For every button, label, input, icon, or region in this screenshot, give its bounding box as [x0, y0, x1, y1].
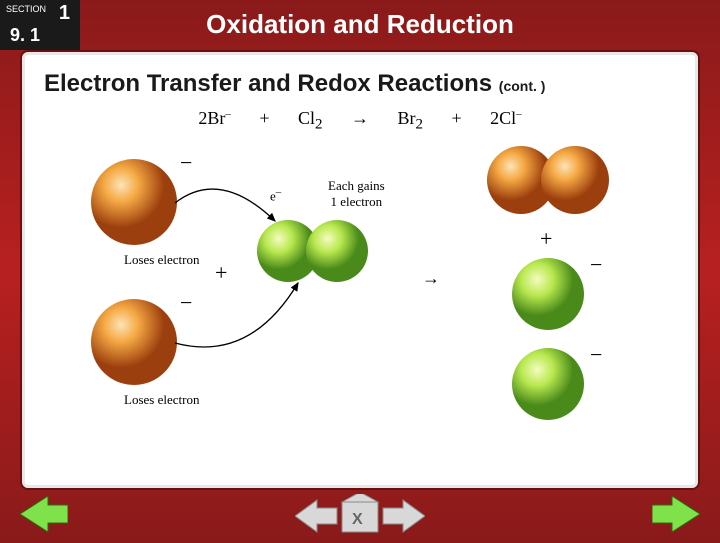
- eq-reactant1: 2Br: [198, 108, 225, 128]
- section-number-bottom: 9. 1: [10, 25, 40, 46]
- bromide-ion-2: [90, 298, 178, 386]
- eq-arrow: →: [351, 108, 369, 129]
- bromine-molecule: [485, 144, 615, 216]
- eq-r1-sup: –: [225, 108, 231, 120]
- bromide-ion-1: [90, 158, 178, 246]
- loses-label-1: Loses electron: [124, 252, 199, 268]
- chemical-equation: 2Br– + Cl2 → Br2 + 2Cl–: [90, 108, 630, 134]
- eq-product1: Br: [398, 108, 416, 128]
- page-title: Oxidation and Reduction: [0, 0, 720, 50]
- electron-label: e–: [270, 186, 281, 204]
- subtitle-main: Electron Transfer and Redox Reactions: [44, 70, 499, 97]
- eq-p1-sub: 2: [416, 117, 424, 133]
- charge-minus-3: −: [590, 252, 602, 278]
- eq-p2-sup: –: [516, 108, 522, 120]
- reaction-arrow-small: →: [422, 268, 440, 289]
- charge-minus-4: −: [590, 342, 602, 368]
- chlorine-molecule: [255, 218, 375, 284]
- plus-sign-left: +: [215, 260, 227, 286]
- loses-label-2: Loses electron: [124, 392, 199, 408]
- chloride-ion-1: [510, 256, 586, 332]
- section-badge: SECTION 1 9. 1: [0, 0, 80, 50]
- content-card: Electron Transfer and Redox Reactions (c…: [20, 50, 700, 490]
- charge-minus-1: −: [180, 150, 192, 176]
- electron-sup: –: [276, 186, 281, 198]
- eq-plus2: +: [452, 108, 462, 129]
- gains-label: Each gains 1 electron: [328, 178, 385, 210]
- subtitle: Electron Transfer and Redox Reactions (c…: [44, 70, 676, 98]
- redox-diagram: 2Br– + Cl2 → Br2 + 2Cl– − − +: [90, 108, 630, 438]
- eq-plus1: +: [259, 108, 269, 129]
- plus-sign-right: +: [540, 226, 552, 252]
- charge-minus-2: −: [180, 290, 192, 316]
- gains-line2: 1 electron: [328, 194, 385, 210]
- section-number-top: 1: [59, 2, 70, 25]
- eq-r2-sub: 2: [315, 117, 323, 133]
- next-button[interactable]: [652, 496, 700, 532]
- eq-reactant2: Cl: [298, 108, 315, 128]
- gains-line1: Each gains: [328, 178, 385, 194]
- prev-button[interactable]: [20, 496, 68, 532]
- subtitle-cont: (cont. ): [499, 78, 546, 94]
- chloride-ion-2: [510, 346, 586, 422]
- home-button-group[interactable]: X: [295, 494, 425, 538]
- nav-footer: X: [0, 492, 720, 534]
- svg-text:X: X: [352, 511, 363, 528]
- eq-product2: 2Cl: [490, 108, 516, 128]
